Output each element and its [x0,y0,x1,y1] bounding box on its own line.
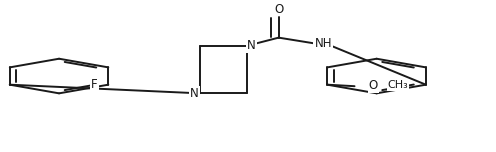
Text: O: O [274,3,283,16]
Text: NH: NH [314,37,332,50]
Text: F: F [91,78,98,91]
Text: N: N [190,87,199,100]
Text: O: O [369,79,378,92]
Text: CH₃: CH₃ [388,80,408,90]
Text: N: N [247,39,256,52]
